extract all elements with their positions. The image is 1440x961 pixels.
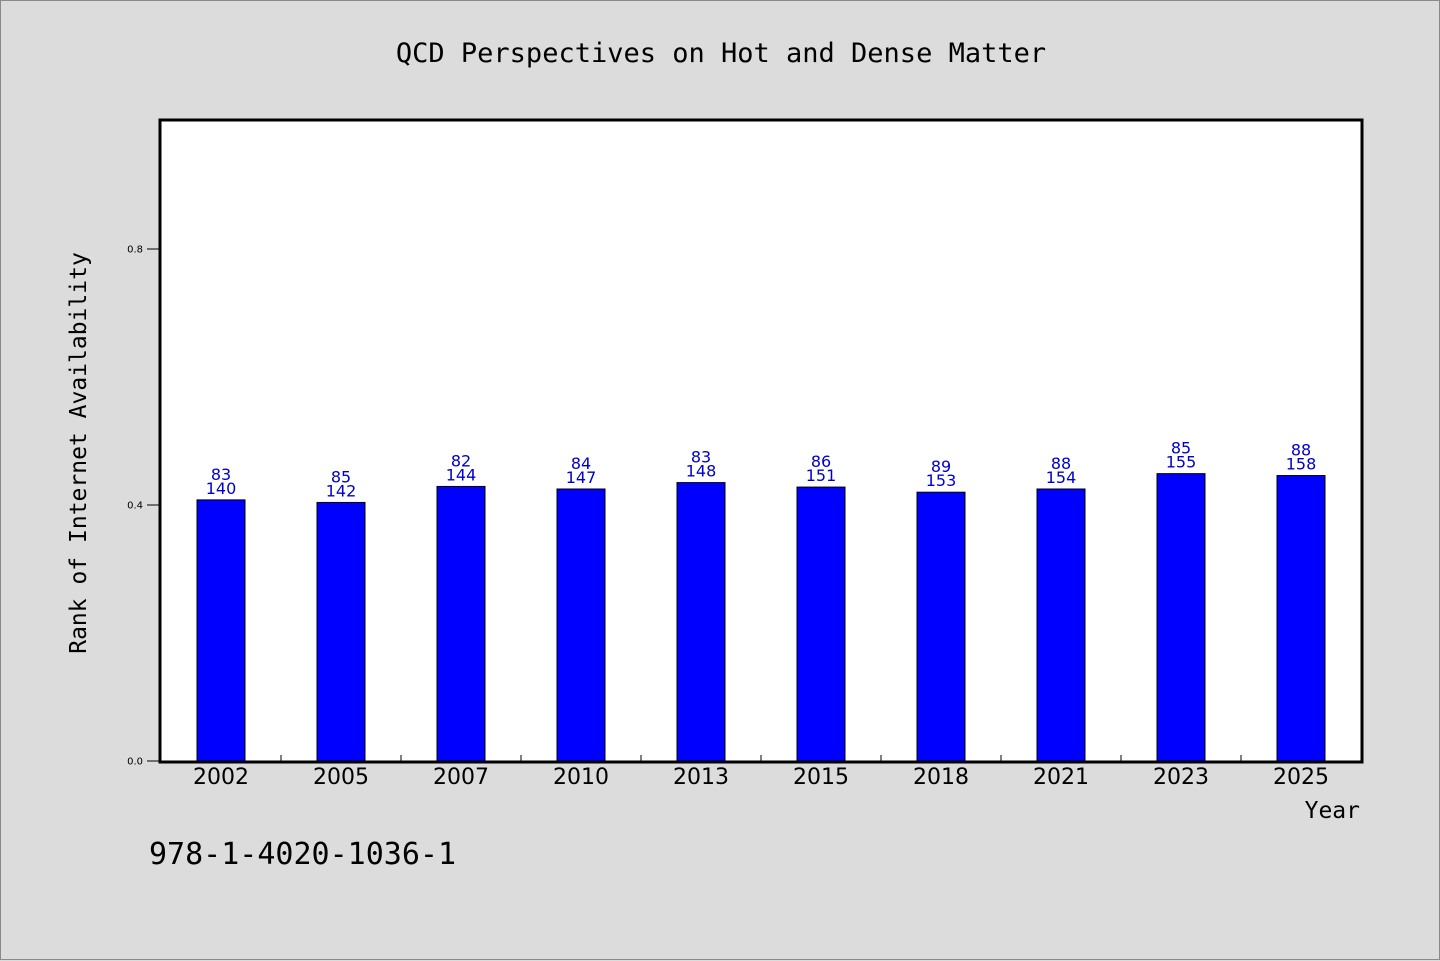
bar — [436, 485, 486, 762]
bar — [316, 501, 366, 762]
bar-label-bottom: 155 — [1166, 453, 1197, 472]
x-tick-label: 2021 — [1033, 765, 1089, 790]
bar — [676, 482, 726, 762]
bar-label-bottom: 148 — [686, 462, 717, 481]
bar — [1036, 488, 1086, 762]
x-tick-label: 2005 — [313, 765, 369, 790]
x-tick-label: 2025 — [1273, 765, 1329, 790]
bars-group — [196, 473, 1326, 762]
bar-label-top: 83 — [691, 448, 711, 467]
x-tick-label: 2015 — [793, 765, 849, 790]
bar-label-bottom: 154 — [1046, 468, 1077, 487]
bar-label-top: 89 — [931, 457, 951, 476]
bar-label-top: 85 — [331, 467, 351, 486]
bar-label-top: 88 — [1051, 454, 1071, 473]
x-axis-title: Year — [1305, 798, 1360, 824]
x-tick-label: 2007 — [433, 765, 489, 790]
bar-label-top: 83 — [211, 465, 231, 484]
x-tick-label: 2013 — [673, 765, 729, 790]
bar — [196, 499, 246, 762]
y-tick-label: 0.0 — [127, 757, 143, 768]
x-tick-label: 2010 — [553, 765, 609, 790]
bar-label-bottom: 158 — [1286, 455, 1317, 474]
x-tick-label: 2018 — [913, 765, 969, 790]
bar-label-top: 88 — [1291, 441, 1311, 460]
bar — [1276, 475, 1326, 762]
isbn-label: 978-1-4020-1036-1 — [149, 837, 456, 872]
bar-label-top: 82 — [451, 451, 471, 470]
bar-label-top: 86 — [811, 452, 831, 471]
x-tick-label: 2023 — [1153, 765, 1209, 790]
y-tick-label: 0.8 — [127, 245, 143, 256]
bar — [1156, 473, 1206, 762]
bar-label-top: 85 — [1171, 439, 1191, 458]
bar — [556, 488, 606, 762]
x-axis: 2002 2005 2007 2010 2013 2015 2018 2021 2023 2025 — [193, 755, 1329, 790]
chart-title: QCD Perspectives on Hot and Dense Matter — [396, 38, 1046, 69]
x-tick-label: 2002 — [193, 765, 249, 790]
bar-label-bottom: 153 — [926, 471, 957, 490]
bar-label-bottom: 147 — [566, 468, 597, 487]
y-axis: 0.0 0.4 0.8 — [127, 245, 159, 768]
y-axis-title: Rank of Internet Availability — [66, 252, 92, 654]
y-tick-label: 0.4 — [127, 501, 143, 512]
bar — [796, 486, 846, 762]
bar-label-top: 84 — [571, 454, 591, 473]
bar — [916, 491, 966, 762]
bar-label-bottom: 142 — [326, 481, 357, 500]
bar-label-bottom: 140 — [206, 479, 237, 498]
bar-label-bottom: 151 — [806, 466, 837, 485]
bar-label-bottom: 144 — [446, 465, 477, 484]
